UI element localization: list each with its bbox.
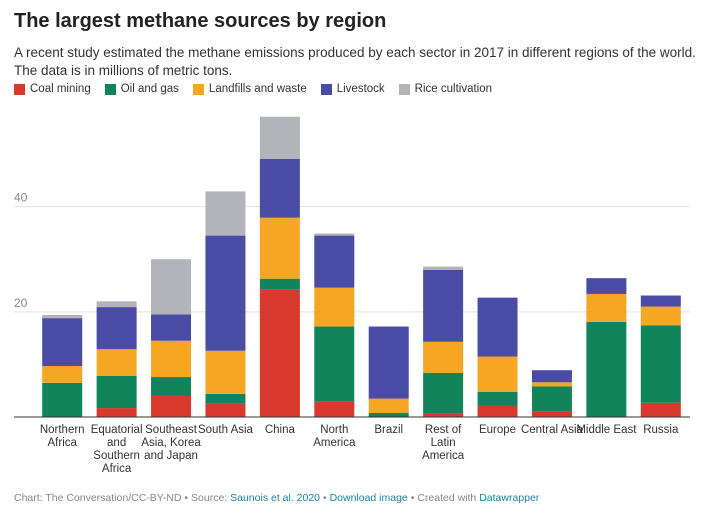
x-tick-label: Brazil: [374, 424, 404, 436]
legend-swatch: [14, 83, 25, 95]
bar-segment: [477, 297, 518, 357]
x-tick-label: Northern Africa: [39, 424, 85, 449]
bar-segment: [423, 269, 464, 342]
x-tick-label: Rest of Latin America: [422, 424, 465, 462]
legend-item: Livestock: [320, 83, 385, 95]
bar-segment: [586, 321, 627, 417]
bar-segment: [314, 233, 355, 236]
bar-segment: [314, 401, 355, 417]
bar-segment: [423, 341, 464, 373]
bar-segment: [314, 326, 355, 402]
separator: •: [410, 492, 415, 504]
y-tick-label: 20: [14, 296, 28, 310]
legend-item: Rice cultivation: [398, 83, 493, 95]
x-tick-label: South Asia: [197, 424, 253, 436]
bar-segment: [96, 301, 137, 308]
bar-segment: [151, 259, 192, 315]
chart-subtitle: A recent study estimated the methane emi…: [14, 45, 696, 78]
bar-segment: [423, 372, 464, 414]
bar-segment: [96, 408, 137, 417]
bar-segment: [477, 356, 518, 392]
bar-segment: [531, 370, 572, 383]
legend: Coal mining Oil and gas Landfills and wast…: [14, 83, 492, 95]
bar-segment: [531, 386, 572, 412]
bar-segment: [151, 377, 192, 396]
x-tick-label: North America: [313, 424, 356, 449]
bar-segment: [42, 314, 83, 319]
legend-swatch: [398, 83, 410, 95]
legend-label: Coal mining: [30, 83, 91, 95]
legend-swatch: [320, 83, 332, 95]
bar-segment: [259, 278, 300, 290]
x-tick-label: Southeast Asia, Korea and Japan: [141, 424, 201, 462]
bar-segment: [531, 411, 572, 417]
credit: Chart: The Conversation/CC-BY-ND: [14, 492, 182, 504]
legend-swatch: [104, 83, 116, 95]
footer: Chart: The Conversation/CC-BY-ND • Sourc…: [14, 492, 539, 504]
x-tick-label: Central Asia: [520, 424, 583, 436]
bar-segment: [259, 158, 300, 218]
bar-segment: [314, 287, 355, 327]
legend-label: Landfills and waste: [208, 83, 307, 95]
bar-segment: [640, 306, 681, 326]
legend-item: Landfills and waste: [192, 83, 307, 95]
x-tick-label: Middle East: [576, 424, 637, 436]
separator: •: [322, 492, 327, 504]
bar-segment: [477, 405, 518, 417]
bar-segment: [205, 403, 246, 417]
bar-segment: [531, 382, 572, 387]
bar-segment: [96, 349, 137, 376]
bar-segment: [42, 365, 83, 383]
bar-segment: [151, 395, 192, 417]
bar-segment: [259, 217, 300, 279]
bar-segment: [259, 116, 300, 159]
bar-segment: [368, 412, 409, 417]
bar-segment: [205, 235, 246, 351]
bar-segment: [42, 382, 83, 417]
bar-segment: [477, 391, 518, 406]
legend-item: Coal mining: [14, 83, 91, 95]
source-label: Source:: [191, 492, 228, 504]
bar-segment: [96, 307, 137, 350]
separator: •: [184, 492, 189, 504]
bar-segment: [640, 295, 681, 307]
bar-segment: [586, 278, 627, 294]
x-tick-label: Russia: [643, 424, 679, 436]
datawrapper-link[interactable]: Datawrapper: [479, 492, 540, 504]
x-tick-label: China: [264, 424, 295, 436]
bar-segment: [205, 393, 246, 404]
bar-segment: [42, 318, 83, 366]
bar-segment: [205, 350, 246, 394]
bar-segment: [368, 326, 409, 399]
bar-segment: [368, 398, 409, 413]
x-tick-label: Europe: [478, 424, 517, 436]
legend-swatch: [192, 83, 204, 95]
bar-segment: [151, 340, 192, 378]
bar-segment: [586, 293, 627, 322]
bar-segment: [151, 314, 192, 341]
bar-segment: [640, 402, 681, 417]
source-link[interactable]: Saunois et al. 2020: [230, 492, 321, 504]
legend-label: Oil and gas: [120, 83, 179, 95]
legend-label: Rice cultivation: [414, 83, 493, 95]
bar-segment: [96, 375, 137, 409]
bar-segment: [314, 235, 355, 288]
download-link[interactable]: Download image: [329, 492, 408, 504]
y-tick-label: 40: [14, 191, 28, 205]
legend-item: Oil and gas: [104, 83, 179, 95]
bar-segment: [640, 325, 681, 403]
bar-segment: [205, 191, 246, 236]
bar-segment: [259, 289, 300, 417]
x-tick-label: Equatorial and Southern Africa: [90, 424, 143, 475]
bar-segment: [423, 266, 464, 270]
chart-title: The largest methane sources by region: [14, 10, 387, 32]
legend-label: Livestock: [336, 83, 385, 95]
bar-segment: [423, 413, 464, 417]
created-label: Created with: [417, 492, 477, 504]
